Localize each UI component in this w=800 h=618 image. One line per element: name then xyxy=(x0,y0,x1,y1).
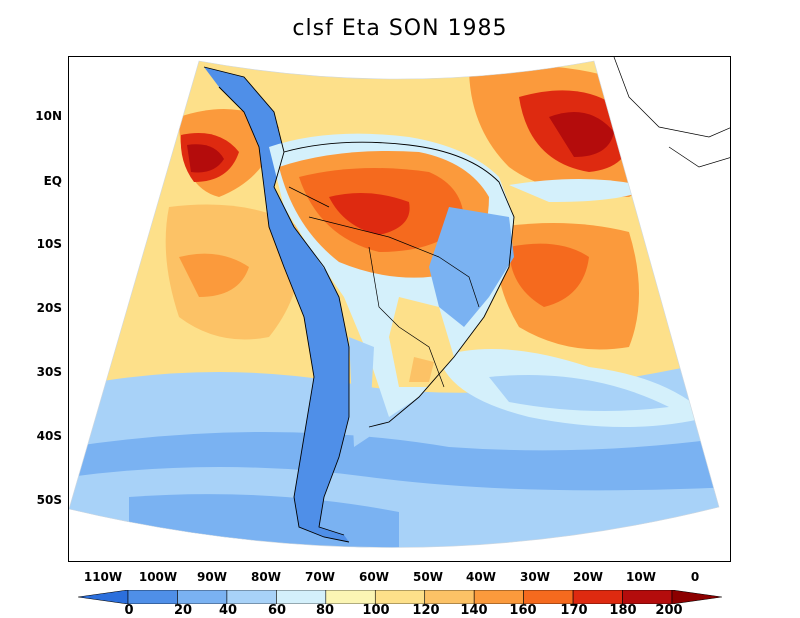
lon-label-110w: 110W xyxy=(83,570,123,584)
lat-label-50s: 50S xyxy=(36,493,62,507)
colorbar-cell-2 xyxy=(226,590,277,604)
lon-label-80w: 80W xyxy=(251,570,281,584)
colorbar-label-200: 200 xyxy=(655,604,683,618)
colorbar-cell-7 xyxy=(473,590,524,604)
colorbar-label-180: 180 xyxy=(609,604,637,618)
lon-label-20w: 20W xyxy=(573,570,603,584)
lon-label-40w: 40W xyxy=(466,570,496,584)
colorbar-cell-over xyxy=(671,590,722,604)
lon-label-10w: 10W xyxy=(626,570,656,584)
lon-label-100w: 100W xyxy=(138,570,178,584)
colorbar-label-160: 160 xyxy=(509,604,537,618)
colorbar-cell-3 xyxy=(276,590,327,604)
colorbar-cell-0 xyxy=(127,590,178,604)
colorbar-label-40: 40 xyxy=(218,604,238,618)
lat-label-40s: 40S xyxy=(36,429,62,443)
colorbar-label-170: 170 xyxy=(560,604,588,618)
colorbar-cell-6 xyxy=(424,590,475,604)
lon-label-0: 0 xyxy=(690,570,700,584)
lon-label-50w: 50W xyxy=(413,570,443,584)
colorbar-label-20: 20 xyxy=(173,604,193,618)
lat-label-20s: 20S xyxy=(36,301,62,315)
colorbar xyxy=(78,590,722,604)
lon-label-30w: 30W xyxy=(520,570,550,584)
lon-label-60w: 60W xyxy=(359,570,389,584)
colorbar-cell-4 xyxy=(325,590,376,604)
lon-label-70w: 70W xyxy=(305,570,335,584)
lat-label-10n: 10N xyxy=(35,109,62,123)
lon-label-90w: 90W xyxy=(197,570,227,584)
colorbar-label-60: 60 xyxy=(267,604,287,618)
colorbar-cell-1 xyxy=(177,590,228,604)
colorbar-label-140: 140 xyxy=(460,604,488,618)
colorbar-label-120: 120 xyxy=(412,604,440,618)
colorbar-cell-5 xyxy=(374,590,426,604)
colorbar-cell-10 xyxy=(622,590,673,604)
map-field xyxy=(69,57,730,548)
colorbar-cell-8 xyxy=(523,590,574,604)
map-plot-area xyxy=(68,56,731,562)
lat-label-eq: EQ xyxy=(43,174,62,188)
colorbar-cell-9 xyxy=(572,590,623,604)
colorbar-label-0: 0 xyxy=(124,604,134,618)
colorbar-cell-under xyxy=(78,590,129,604)
map-title: clsf Eta SON 1985 xyxy=(292,16,508,41)
lat-label-10s: 10S xyxy=(36,237,62,251)
colorbar-label-80: 80 xyxy=(315,604,335,618)
lat-label-30s: 30S xyxy=(36,365,62,379)
colorbar-label-100: 100 xyxy=(362,604,390,618)
